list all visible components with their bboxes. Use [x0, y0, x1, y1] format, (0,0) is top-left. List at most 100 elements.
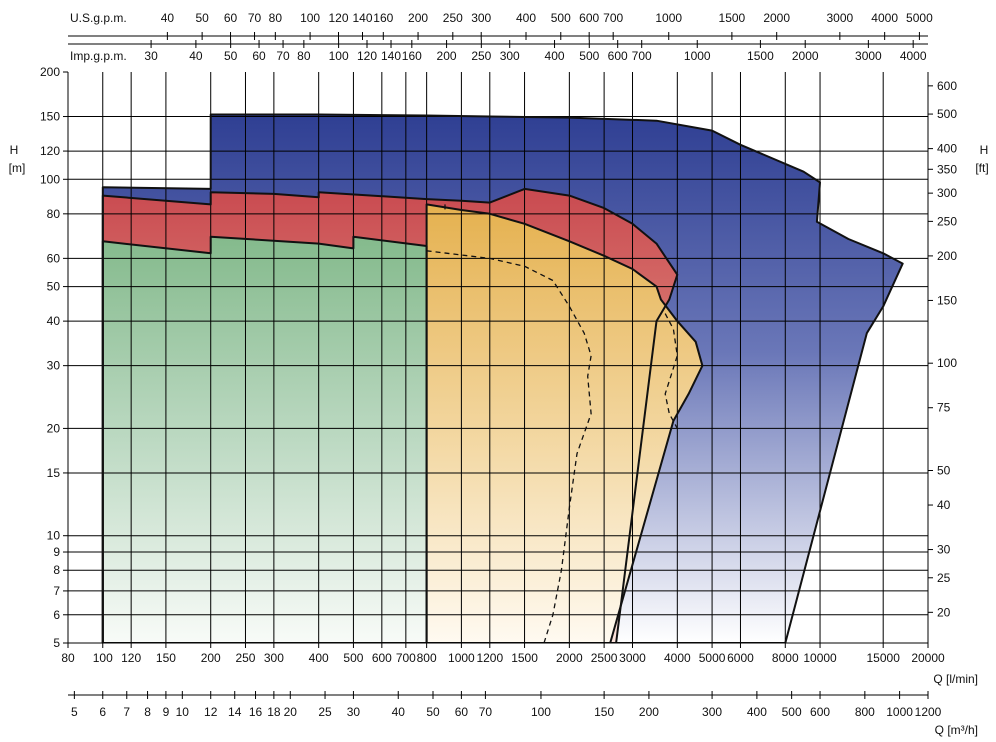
m3h-tick-label: 18	[267, 705, 281, 719]
grid-lines	[68, 72, 929, 644]
x-tick-label: 400	[309, 651, 329, 665]
usgpm-tick-label: 2000	[763, 11, 790, 25]
impgpm-tick-label: 300	[500, 49, 520, 63]
m3h-tick-label: 1200	[915, 705, 942, 719]
x-tick-label: 1000	[448, 651, 475, 665]
m3h-tick-label: 16	[249, 705, 263, 719]
m3h-tick-label: 10	[176, 705, 190, 719]
y-tick-label: 30	[47, 359, 61, 373]
m3h-tick-label: 60	[455, 705, 469, 719]
x-tick-label: 150	[156, 651, 176, 665]
x-tick-label: 6000	[727, 651, 754, 665]
y-axis-label-h: H	[10, 143, 19, 157]
y-axis-label-unit: [m]	[9, 161, 26, 175]
usgpm-tick-label: 4000	[871, 11, 898, 25]
impgpm-tick-label: 30	[144, 49, 158, 63]
m3h-tick-label: 400	[747, 705, 767, 719]
m3h-tick-label: 25	[318, 705, 332, 719]
y-tick-label: 10	[47, 529, 61, 543]
usgpm-tick-label: 250	[443, 11, 463, 25]
y-tick-label: 9	[53, 545, 60, 559]
usgpm-tick-label: 400	[516, 11, 536, 25]
x-axis-label: Q [l/min]	[933, 672, 978, 686]
impgpm-tick-label: 1000	[684, 49, 711, 63]
x-tick-label: 5000	[699, 651, 726, 665]
top-axis-impgpm-label: Imp.g.p.m.	[70, 49, 127, 63]
x-tick-label: 10000	[803, 651, 837, 665]
usgpm-tick-label: 70	[248, 11, 262, 25]
boundary-yellow	[425, 203, 704, 643]
m3h-tick-label: 30	[347, 705, 361, 719]
m3h-tick-label: 5	[71, 705, 78, 719]
m3h-tick-label: 800	[855, 705, 875, 719]
y-tick-label: 150	[40, 110, 60, 124]
dashed-curve	[664, 313, 678, 429]
usgpm-tick-label: 3000	[826, 11, 853, 25]
m3h-tick-label: 9	[163, 705, 170, 719]
usgpm-tick-label: 600	[579, 11, 599, 25]
area-green	[102, 236, 427, 643]
area-boundaries	[101, 113, 904, 643]
m3h-tick-label: 70	[479, 705, 493, 719]
y-tick-label: 6	[53, 608, 60, 622]
usgpm-tick-label: 100	[300, 11, 320, 25]
m3h-tick-label: 14	[228, 705, 242, 719]
dashed-curves	[426, 204, 678, 643]
y2-axis-label-unit: [ft]	[975, 161, 988, 175]
m3h-tick-label: 200	[639, 705, 659, 719]
m3h-tick-label: 7	[123, 705, 130, 719]
x-tick-label: 20000	[911, 651, 945, 665]
m3h-tick-label: 12	[204, 705, 218, 719]
usgpm-tick-label: 200	[408, 11, 428, 25]
m3h-tick-label: 300	[702, 705, 722, 719]
usgpm-tick-label: 160	[373, 11, 393, 25]
usgpm-tick-label: 5000	[906, 11, 933, 25]
m3h-tick-label: 600	[810, 705, 830, 719]
y2-tick-label: 30	[937, 543, 951, 557]
y2-tick-label: 350	[937, 162, 957, 176]
y2-tick-label: 250	[937, 214, 957, 228]
x-tick-label: 120	[121, 651, 141, 665]
y2-tick-label: 500	[937, 107, 957, 121]
m3h-tick-label: 1000	[886, 705, 913, 719]
boundary-blue	[101, 113, 904, 643]
impgpm-tick-label: 120	[357, 49, 377, 63]
y-tick-label: 50	[47, 280, 61, 294]
impgpm-tick-label: 2000	[792, 49, 819, 63]
impgpm-tick-label: 160	[402, 49, 422, 63]
x-tick-label: 300	[264, 651, 284, 665]
m3h-tick-label: 40	[392, 705, 406, 719]
y2-tick-label: 300	[937, 186, 957, 200]
m3h-tick-label: 500	[782, 705, 802, 719]
y2-tick-label: 200	[937, 249, 957, 263]
impgpm-tick-label: 60	[252, 49, 266, 63]
x-tick-label: 3000	[619, 651, 646, 665]
usgpm-tick-label: 300	[471, 11, 491, 25]
impgpm-tick-label: 80	[297, 49, 311, 63]
usgpm-tick-label: 80	[269, 11, 283, 25]
y-tick-label: 100	[40, 172, 60, 186]
m3h-tick-label: 6	[99, 705, 106, 719]
x-tick-label: 250	[235, 651, 255, 665]
y2-tick-label: 600	[937, 79, 957, 93]
x-tick-label: 700	[396, 651, 416, 665]
usgpm-tick-label: 50	[195, 11, 209, 25]
y-tick-label: 200	[40, 65, 60, 79]
y-tick-label: 20	[47, 421, 61, 435]
impgpm-tick-label: 4000	[900, 49, 927, 63]
x-tick-label: 200	[201, 651, 221, 665]
usgpm-tick-label: 700	[603, 11, 623, 25]
area-yellow	[426, 204, 703, 643]
impgpm-tick-label: 700	[632, 49, 652, 63]
usgpm-tick-label: 40	[161, 11, 175, 25]
y-tick-label: 80	[47, 207, 61, 221]
m3h-tick-label: 150	[594, 705, 614, 719]
m3h-tick-label: 20	[284, 705, 298, 719]
impgpm-tick-label: 3000	[855, 49, 882, 63]
impgpm-tick-label: 400	[545, 49, 565, 63]
y2-tick-label: 100	[937, 356, 957, 370]
impgpm-tick-label: 50	[224, 49, 238, 63]
x-tick-label: 80	[61, 651, 75, 665]
m3h-tick-label: 50	[426, 705, 440, 719]
